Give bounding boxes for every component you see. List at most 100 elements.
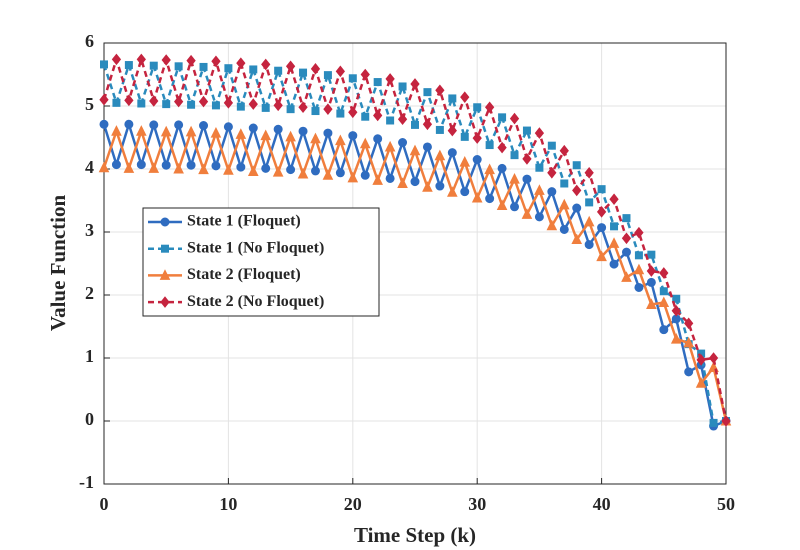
marker bbox=[285, 60, 296, 73]
marker bbox=[297, 167, 309, 179]
marker bbox=[111, 125, 122, 136]
marker bbox=[261, 58, 271, 71]
marker bbox=[621, 247, 631, 257]
marker bbox=[236, 162, 246, 172]
marker bbox=[522, 174, 532, 184]
marker bbox=[348, 106, 358, 119]
y-tick-label: 4 bbox=[85, 157, 94, 177]
marker bbox=[658, 296, 670, 308]
marker bbox=[273, 124, 283, 134]
marker bbox=[559, 224, 569, 234]
marker bbox=[509, 172, 520, 184]
marker bbox=[186, 54, 196, 67]
marker bbox=[384, 140, 396, 152]
marker bbox=[336, 109, 345, 118]
marker bbox=[670, 332, 682, 344]
marker bbox=[534, 127, 545, 139]
marker bbox=[223, 122, 233, 132]
series-line bbox=[102, 55, 728, 422]
marker bbox=[633, 263, 645, 275]
x-tick-label: 40 bbox=[593, 494, 611, 514]
marker bbox=[111, 53, 122, 66]
marker bbox=[261, 163, 271, 173]
marker bbox=[647, 250, 656, 259]
marker bbox=[610, 222, 619, 231]
marker bbox=[162, 100, 171, 109]
marker bbox=[397, 177, 408, 188]
marker bbox=[509, 112, 520, 125]
marker bbox=[360, 68, 370, 81]
marker bbox=[335, 168, 345, 178]
marker bbox=[124, 119, 134, 129]
marker bbox=[547, 187, 557, 197]
marker bbox=[510, 202, 520, 212]
marker bbox=[398, 138, 408, 148]
y-tick-label: 1 bbox=[85, 346, 94, 366]
marker bbox=[174, 120, 184, 130]
marker bbox=[497, 141, 507, 154]
plot-frame bbox=[103, 42, 727, 485]
x-tick-label: 10 bbox=[219, 494, 237, 514]
marker bbox=[596, 206, 607, 218]
marker bbox=[373, 109, 383, 122]
y-tick-label: 3 bbox=[85, 220, 94, 240]
marker bbox=[422, 142, 432, 152]
marker bbox=[112, 98, 121, 107]
marker bbox=[149, 61, 158, 70]
marker bbox=[198, 95, 209, 108]
marker bbox=[473, 103, 482, 112]
y-axis-label: Value Function bbox=[46, 195, 70, 332]
marker bbox=[498, 113, 507, 122]
marker bbox=[323, 128, 333, 138]
legend-label: State 2 (Floquet) bbox=[187, 266, 301, 283]
marker bbox=[585, 198, 594, 207]
marker bbox=[621, 271, 632, 282]
marker bbox=[174, 62, 183, 71]
marker bbox=[285, 130, 296, 142]
marker bbox=[634, 226, 644, 239]
marker bbox=[558, 198, 570, 210]
legend-label: State 2 (No Floquet) bbox=[187, 293, 324, 310]
marker bbox=[335, 134, 346, 146]
marker bbox=[173, 162, 184, 174]
marker bbox=[583, 215, 595, 227]
y-tick-label: 2 bbox=[85, 283, 94, 303]
marker bbox=[136, 160, 146, 170]
marker bbox=[198, 163, 209, 175]
marker bbox=[347, 171, 359, 183]
marker bbox=[298, 101, 308, 114]
marker bbox=[186, 160, 196, 170]
marker bbox=[310, 132, 321, 144]
marker bbox=[211, 101, 220, 110]
marker bbox=[659, 267, 669, 279]
marker bbox=[496, 199, 508, 211]
marker bbox=[149, 95, 159, 107]
marker bbox=[248, 123, 258, 133]
marker bbox=[410, 78, 420, 90]
marker bbox=[547, 166, 557, 179]
marker bbox=[435, 181, 445, 191]
marker bbox=[136, 125, 147, 136]
marker bbox=[149, 120, 159, 130]
marker bbox=[397, 113, 408, 126]
marker bbox=[323, 71, 332, 80]
marker bbox=[696, 354, 706, 366]
marker bbox=[247, 165, 259, 177]
marker bbox=[385, 173, 395, 183]
marker bbox=[609, 193, 619, 206]
marker bbox=[546, 219, 558, 231]
marker bbox=[311, 107, 320, 116]
marker bbox=[211, 161, 221, 171]
marker bbox=[534, 212, 544, 222]
legend-marker bbox=[160, 217, 170, 227]
marker bbox=[709, 418, 718, 427]
x-tick-label: 0 bbox=[100, 494, 109, 514]
marker bbox=[584, 166, 594, 179]
marker bbox=[497, 163, 507, 173]
marker bbox=[160, 125, 172, 137]
legend-label: State 1 (No Floquet) bbox=[187, 239, 324, 256]
marker bbox=[310, 63, 321, 75]
y-tick-label: -1 bbox=[79, 472, 94, 492]
marker bbox=[360, 170, 370, 180]
marker bbox=[236, 102, 245, 111]
